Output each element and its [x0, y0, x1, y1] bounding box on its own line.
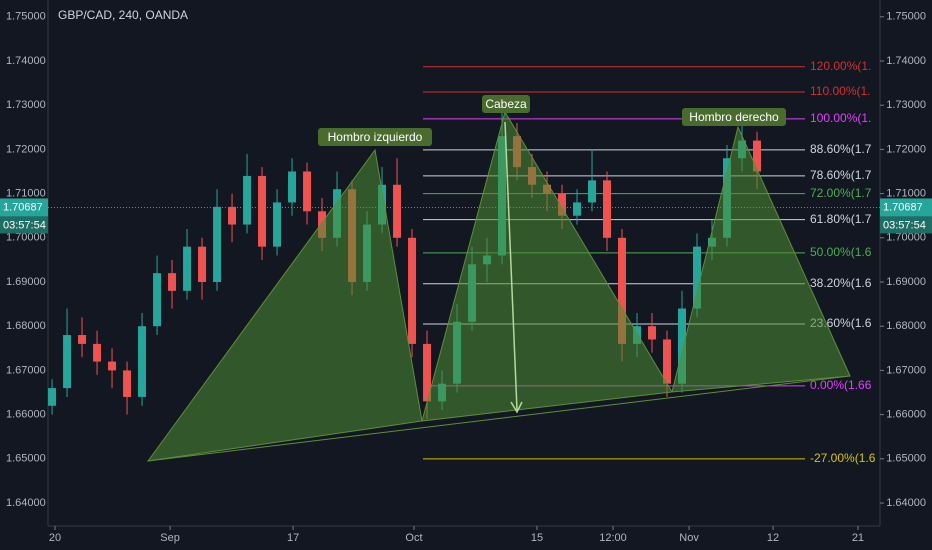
y-tick-label: 1.72000: [886, 143, 926, 155]
y-tick-label: 1.74000: [6, 55, 46, 67]
candle-body: [408, 237, 417, 344]
annotation: Hombro izquierdo: [328, 130, 423, 144]
y-tick-label: 1.67000: [6, 364, 46, 376]
y-tick-label: 1.69000: [6, 276, 46, 288]
x-tick-label: Oct: [405, 532, 422, 544]
y-tick-label: 1.66000: [886, 409, 926, 421]
annotation-box: [682, 108, 786, 126]
fib-label: 100.00%(1.: [810, 111, 871, 125]
price-label-box: [0, 198, 48, 217]
candle-body: [273, 202, 282, 247]
annotation-box: [482, 95, 530, 113]
fib-label: 61.80%(1.7: [810, 212, 872, 226]
countdown: 03:57:54: [883, 219, 926, 231]
candle-body: [618, 237, 627, 344]
fib-label: 72.00%(1.7: [810, 186, 872, 200]
candle-body: [78, 335, 87, 344]
countdown-box: [0, 216, 48, 234]
candle-body: [303, 171, 312, 212]
y-tick-label: 1.68000: [6, 320, 46, 332]
x-tick-label: 21: [852, 532, 864, 544]
candle-body: [258, 175, 267, 247]
fib-label: 0.00%(1.66: [810, 378, 872, 392]
x-tick-label: 12:00: [599, 532, 627, 544]
x-tick-label: Nov: [679, 532, 699, 544]
candle-body: [243, 175, 252, 225]
neckline: [147, 375, 851, 462]
candle-body: [693, 246, 702, 309]
y-tick-label: 1.67000: [886, 364, 926, 376]
pattern: [146, 110, 851, 462]
fib-label: 50.00%(1.6: [810, 245, 872, 259]
candle-body: [198, 246, 207, 283]
y-tick-label: 1.71000: [6, 188, 46, 200]
candle-body: [63, 335, 72, 389]
y-tick-label: 1.71000: [886, 188, 926, 200]
candle-body: [558, 193, 567, 216]
candle-body: [288, 171, 297, 203]
x-tick-label: Sep: [160, 532, 180, 544]
y-tick-label: 1.74000: [886, 55, 926, 67]
y-tick-label: 1.72000: [6, 143, 46, 155]
candle-body: [648, 326, 657, 340]
candle-body: [678, 308, 687, 384]
arrow-head: [510, 401, 523, 414]
annotation: Hombro derecho: [689, 110, 779, 124]
candle-body: [663, 339, 672, 384]
fib-label: 78.60%(1.7: [810, 168, 872, 182]
chart-title: GBP/CAD, 240, OANDA: [58, 8, 188, 22]
y-tick-label: 1.73000: [886, 99, 926, 111]
fib-label: 120.00%(1.: [810, 59, 871, 73]
candle-body: [138, 326, 147, 397]
y-tick-label: 1.75000: [6, 11, 46, 23]
candle-body: [213, 206, 222, 283]
y-tick-label: 1.65000: [886, 453, 926, 465]
candle-body: [153, 273, 162, 327]
candle-body: [48, 388, 57, 406]
candle-body: [603, 180, 612, 238]
head-shape: [421, 110, 673, 422]
candle-body: [93, 343, 102, 362]
annotation: Cabeza: [485, 97, 527, 111]
x-tick-label: 15: [531, 532, 543, 544]
candle-body: [393, 184, 402, 238]
y-tick-label: 1.64000: [886, 497, 926, 509]
fib-label: 88.60%(1.7: [810, 142, 872, 156]
y-tick-label: 1.65000: [6, 453, 46, 465]
price-label: 1.70687: [3, 201, 43, 213]
candle-body: [588, 180, 597, 203]
candle-body: [423, 343, 432, 402]
candle-body: [123, 370, 132, 397]
y-tick-label: 1.64000: [6, 497, 46, 509]
y-tick-label: 1.66000: [6, 409, 46, 421]
y-tick-label: 1.70000: [886, 232, 926, 244]
candle-body: [228, 206, 237, 225]
x-tick-label: 12: [767, 532, 779, 544]
countdown-box: [880, 216, 932, 234]
countdown: 03:57:54: [3, 219, 46, 231]
candle-body: [753, 140, 762, 172]
fib-label: 110.00%(1.: [810, 84, 871, 98]
left-shoulder-shape: [146, 148, 423, 462]
x-tick-label: 20: [49, 532, 61, 544]
y-tick-label: 1.69000: [886, 276, 926, 288]
price-label-box: [880, 198, 932, 217]
fib-label: 38.20%(1.6: [810, 276, 872, 290]
y-tick-label: 1.75000: [886, 11, 926, 23]
y-tick-label: 1.68000: [886, 320, 926, 332]
candle-body: [168, 273, 177, 291]
y-tick-label: 1.73000: [6, 99, 46, 111]
annotation-box: [318, 128, 432, 146]
candle-body: [573, 202, 582, 216]
right-shoulder-shape: [671, 125, 851, 393]
target-arrow: [504, 121, 518, 411]
fib-label: -27.00%(1.6: [810, 451, 876, 465]
price-label: 1.70687: [883, 201, 923, 213]
candle-body: [183, 246, 192, 291]
y-tick-label: 1.70000: [6, 232, 46, 244]
candle-body: [108, 361, 117, 371]
x-tick-label: 17: [287, 532, 299, 544]
